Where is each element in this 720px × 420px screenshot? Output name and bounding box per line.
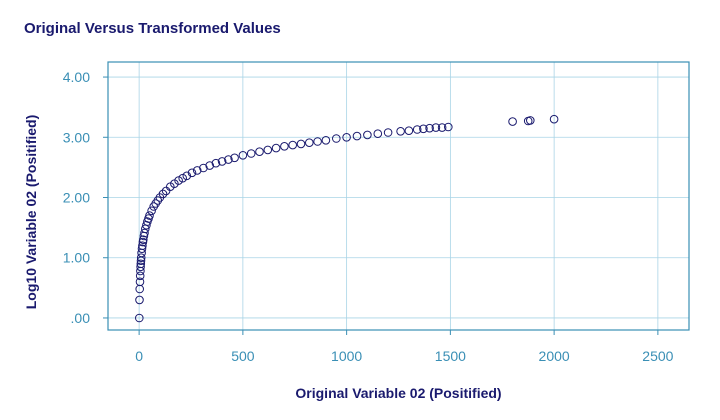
- data-point: [404, 126, 414, 135]
- data-point: [508, 117, 517, 126]
- data-point: [135, 277, 145, 287]
- data-point: [342, 133, 351, 142]
- data-point: [139, 235, 148, 244]
- x-tick-label: 2000: [539, 348, 570, 364]
- data-point: [425, 123, 434, 133]
- data-points: [135, 114, 559, 323]
- x-tick-label: 0: [135, 348, 143, 364]
- data-point: [158, 189, 168, 199]
- x-tick-label: 1000: [331, 348, 362, 364]
- data-point: [383, 128, 393, 137]
- data-point: [246, 149, 256, 158]
- data-point: [238, 151, 248, 160]
- data-point: [205, 161, 214, 170]
- data-point: [137, 244, 147, 253]
- data-point: [161, 186, 171, 196]
- data-point: [321, 136, 331, 145]
- tick-labels: 0 500 1000 1500 2000 2500 .00 1.00 2.00 3.00 4.00: [63, 69, 674, 364]
- data-point: [147, 206, 156, 216]
- data-point: [526, 116, 535, 125]
- y-tick-label: .00: [71, 310, 91, 326]
- data-point: [288, 140, 298, 150]
- plot-frame: [107, 61, 690, 331]
- data-point: [271, 143, 281, 153]
- data-point: [255, 147, 264, 156]
- x-tick-label: 500: [231, 348, 255, 364]
- data-point: [217, 157, 227, 166]
- y-tick-label: 4.00: [63, 69, 90, 85]
- data-point: [263, 145, 273, 155]
- y-tick-label: 1.00: [63, 250, 90, 266]
- data-point: [145, 211, 154, 220]
- data-point: [352, 131, 362, 141]
- data-point: [135, 284, 144, 294]
- data-point: [230, 153, 239, 163]
- data-point: [174, 176, 183, 185]
- data-point: [135, 271, 145, 281]
- x-tick-label: 2500: [642, 348, 673, 364]
- y-tick-label: 2.00: [63, 190, 90, 206]
- data-point: [419, 124, 428, 134]
- data-point: [138, 241, 147, 250]
- data-point: [431, 123, 441, 132]
- data-point: [136, 259, 146, 269]
- data-point: [332, 134, 341, 143]
- y-tick-label: 3.00: [63, 129, 90, 145]
- x-axis-label: Original Variable 02 (Positified): [295, 385, 501, 401]
- data-point: [187, 168, 197, 178]
- data-point: [178, 173, 187, 183]
- chart-title: Original Versus Transformed Values: [24, 20, 281, 37]
- data-point: [437, 123, 447, 132]
- data-point: [136, 262, 145, 272]
- data-point: [199, 163, 208, 173]
- data-point: [444, 122, 453, 132]
- data-point: [182, 171, 192, 181]
- data-point: [373, 129, 383, 138]
- data-point: [192, 166, 202, 175]
- data-point: [363, 130, 372, 140]
- data-point: [396, 127, 405, 136]
- data-point: [280, 142, 289, 151]
- data-point: [211, 158, 221, 168]
- data-point: [136, 253, 146, 263]
- data-point: [296, 139, 306, 149]
- data-point: [135, 313, 144, 323]
- data-point: [412, 125, 422, 134]
- data-point: [140, 228, 149, 238]
- data-point: [224, 155, 233, 164]
- data-point: [549, 114, 559, 124]
- data-point: [313, 137, 322, 146]
- x-tick-label: 1500: [435, 348, 466, 364]
- y-axis-label: Log10 Variable 02 (Positified): [23, 115, 39, 310]
- grid-lines: [103, 62, 689, 335]
- data-point: [135, 295, 144, 305]
- data-point: [305, 138, 314, 147]
